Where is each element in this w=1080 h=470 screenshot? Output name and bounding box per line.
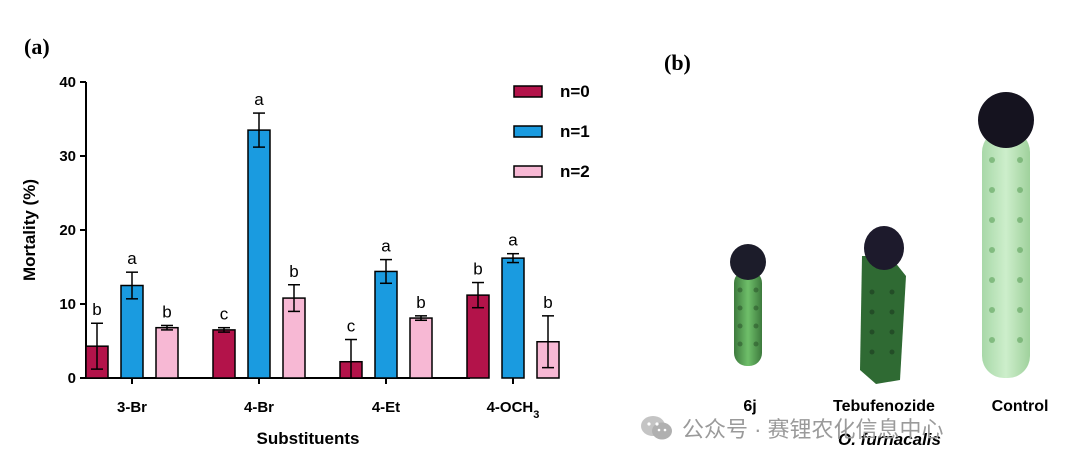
x-axis-label: Substituents [257, 429, 360, 448]
significance-letter: c [220, 305, 229, 324]
bar [247, 129, 271, 379]
bar [155, 326, 179, 379]
significance-letter: c [347, 317, 356, 336]
bar [409, 317, 433, 379]
significance-letter: b [473, 260, 482, 279]
significance-letter: a [381, 237, 391, 256]
larva-6j [730, 244, 766, 366]
significance-letter: a [254, 90, 264, 109]
significance-letter: a [127, 249, 137, 268]
legend-label: n=1 [560, 122, 590, 141]
panel-a-label: (a) [24, 34, 50, 59]
legend-swatch [513, 85, 543, 98]
watermark: 公众号 · 赛锂农化信息中心 [640, 412, 944, 444]
significance-letter: b [162, 302, 171, 321]
larva-tebufenozide [860, 226, 906, 384]
x-tick-label: 4-Et [372, 399, 400, 416]
larva-label-tebufenozide: Tebufenozide [833, 398, 935, 415]
y-axis-label: Mortality (%) [20, 179, 39, 281]
bar [374, 270, 398, 379]
legend-swatch [513, 165, 543, 178]
y-tick-label: 0 [68, 370, 76, 387]
panel-b-label: (b) [664, 50, 691, 75]
larva-label-6j: 6j [743, 398, 757, 415]
y-tick-label: 40 [59, 74, 76, 91]
significance-letter: b [92, 300, 101, 319]
bar [501, 257, 525, 379]
x-tick-label: 4-OCH3 [487, 399, 540, 421]
significance-letter: b [543, 293, 552, 312]
larvae-photo [730, 92, 1034, 384]
larva-control [978, 92, 1034, 378]
larva-label-control: Control [991, 398, 1049, 415]
x-tick-label: 3-Br [117, 399, 147, 416]
y-tick-label: 30 [59, 148, 76, 165]
species-label: O. furnacalis [838, 430, 941, 449]
mortality-bar-chart: 0 10 20 30 40 Mortality (%) Substituents b a b 3-B… [20, 74, 590, 448]
y-tick-label: 10 [59, 296, 76, 313]
legend-label: n=0 [560, 82, 590, 101]
watermark-text: 公众号 · 赛锂农化信息中心 [682, 417, 944, 442]
wechat-icon [641, 416, 672, 440]
significance-letter: b [289, 262, 298, 281]
legend-swatch [513, 125, 543, 138]
significance-letter: a [508, 231, 518, 250]
significance-letter: b [416, 293, 425, 312]
x-tick-label: 4-Br [244, 399, 274, 416]
legend-label: n=2 [560, 162, 590, 181]
y-tick-label: 20 [59, 222, 76, 239]
bar [212, 329, 236, 379]
